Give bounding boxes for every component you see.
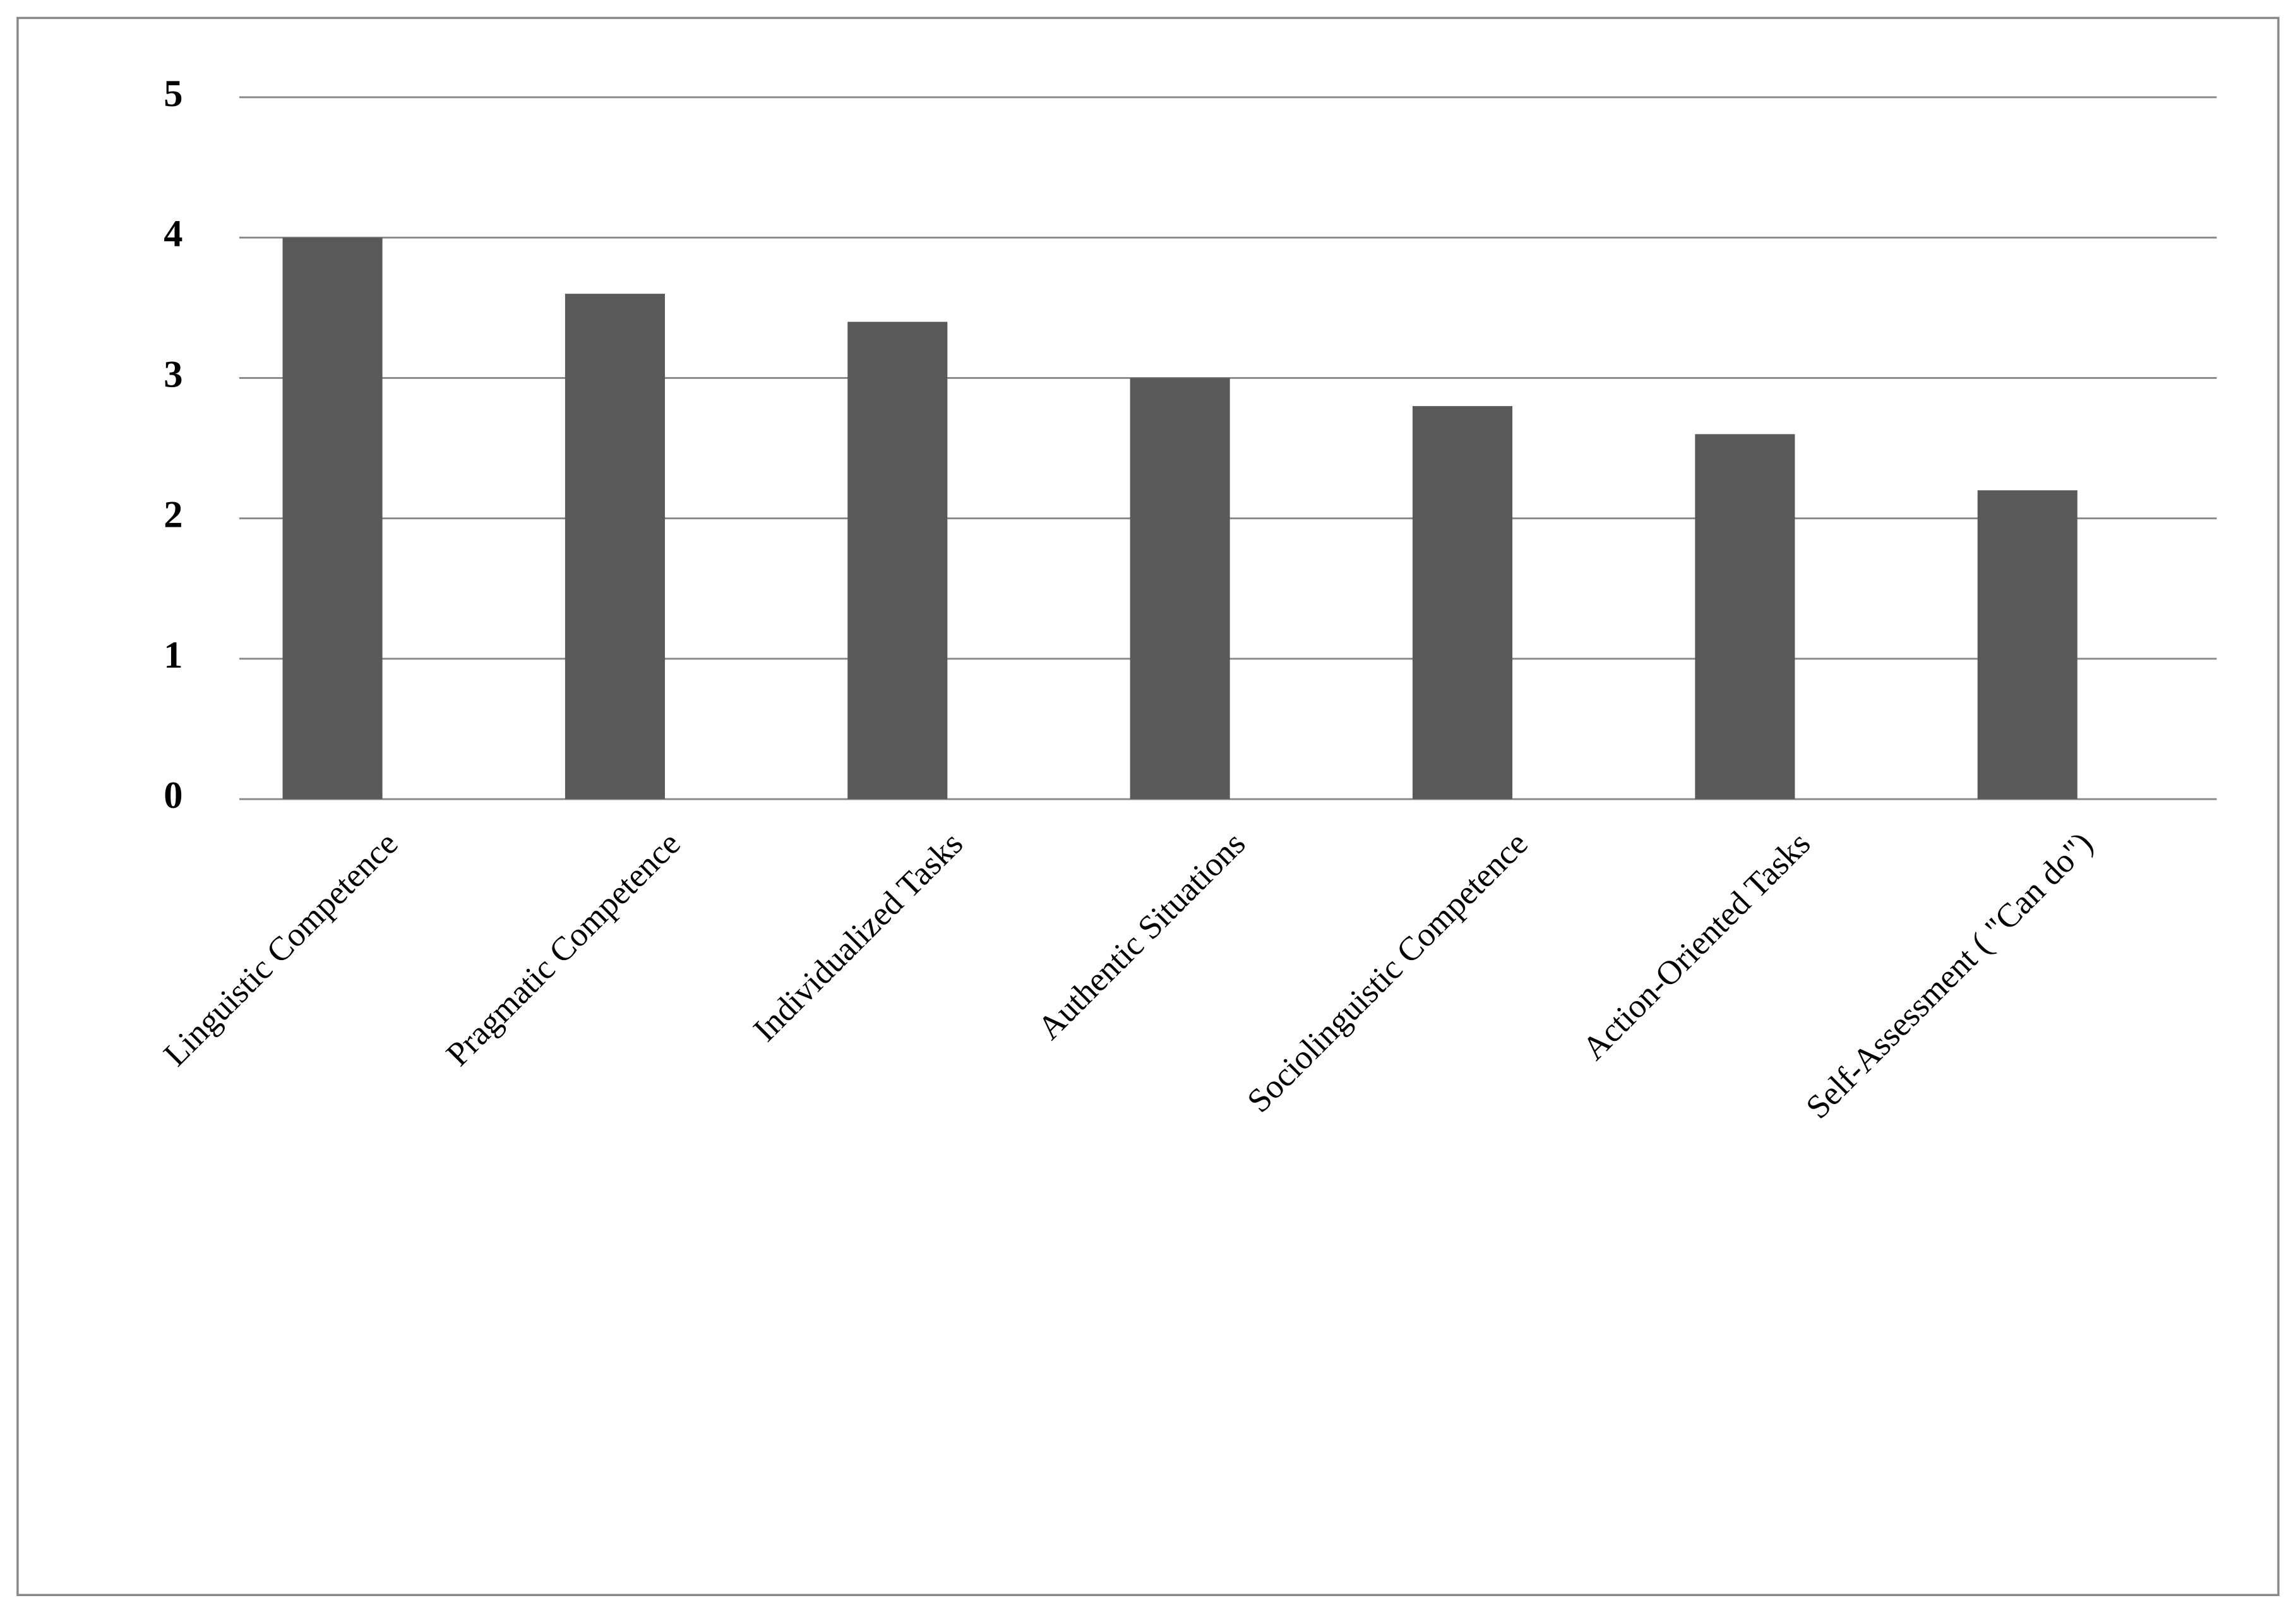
bar xyxy=(1977,490,2078,800)
y-tick-label: 2 xyxy=(164,494,182,536)
chart-border xyxy=(16,16,2280,1596)
y-tick-label: 1 xyxy=(164,634,182,676)
y-tick-label: 4 xyxy=(164,213,182,255)
bar xyxy=(1695,434,1795,800)
y-tick-label: 5 xyxy=(164,73,182,115)
bar xyxy=(1412,406,1513,800)
bar xyxy=(847,321,948,800)
bar xyxy=(282,237,383,800)
bar xyxy=(1130,378,1230,800)
bar xyxy=(565,294,665,800)
y-tick-label: 3 xyxy=(164,353,182,395)
y-tick-label: 0 xyxy=(164,774,182,817)
